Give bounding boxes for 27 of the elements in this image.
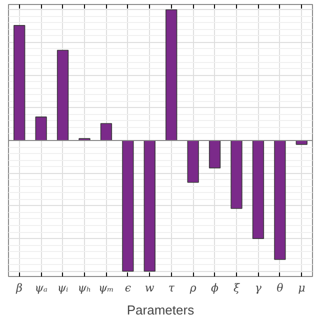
- bar: [230, 140, 242, 209]
- x-tick-label: w: [144, 282, 155, 294]
- bar: [274, 140, 286, 260]
- x-tick-label: ρ: [188, 282, 197, 294]
- bar: [14, 25, 26, 141]
- x-tick-label: ψₐ: [34, 282, 48, 294]
- x-tick-label: γ: [254, 282, 262, 294]
- x-axis-title: Parameters: [126, 302, 195, 318]
- x-tick-label: τ: [168, 282, 176, 294]
- bar: [56, 50, 69, 141]
- bar: [252, 140, 264, 239]
- bar: [208, 140, 221, 168]
- x-tick-label: ψₕ: [78, 282, 92, 294]
- bar: [122, 140, 134, 272]
- x-tick-label: ξ: [233, 282, 240, 294]
- x-tick-label: ψᵢ: [57, 282, 68, 294]
- x-tick-label: ϵ: [124, 282, 132, 294]
- bar: [166, 9, 178, 141]
- bar: [35, 116, 47, 141]
- x-tick-label: ϕ: [211, 282, 220, 294]
- bar: [100, 123, 112, 141]
- x-tick-label: β: [15, 282, 23, 294]
- bar: [144, 140, 156, 272]
- bar: [187, 140, 199, 183]
- x-tick-label: ψₘ: [98, 282, 114, 294]
- x-tick-label: θ: [276, 282, 284, 294]
- x-tick-label: μ: [298, 282, 306, 294]
